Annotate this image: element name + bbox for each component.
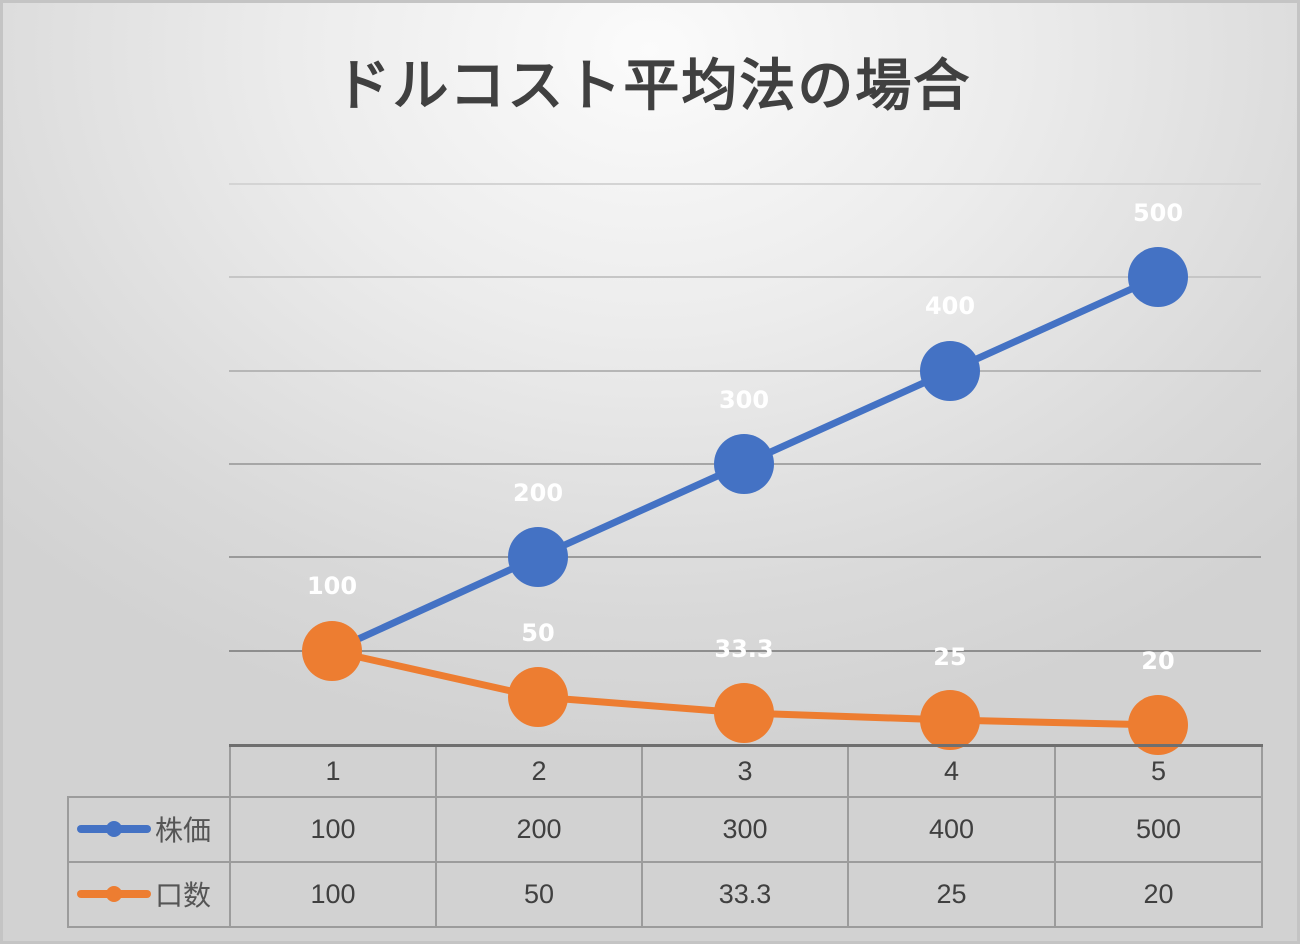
series-stock-price (330, 247, 1188, 655)
table-cell: 500 (1054, 795, 1263, 863)
legend-line-marker-icon (77, 886, 151, 902)
table-cell: 25 (847, 860, 1056, 928)
category-label: 5 (1054, 744, 1263, 798)
data-label: 300 (719, 386, 769, 414)
data-labels-units: 50 33.3 25 20 (521, 619, 1174, 675)
plot-area: 100 200 300 400 500 50 33.3 25 20 (229, 183, 1261, 755)
legend-line-marker-icon (77, 821, 151, 837)
category-label: 4 (847, 744, 1056, 798)
data-point[interactable] (920, 341, 980, 401)
chart-title: ドルコスト平均法の場合 (334, 54, 972, 119)
legend-entry-units[interactable]: 口数 (67, 860, 231, 928)
legend-entry-stock-price[interactable]: 株価 (67, 795, 231, 863)
data-label: 50 (521, 619, 554, 647)
data-point[interactable] (302, 621, 362, 681)
data-point[interactable] (1128, 247, 1188, 307)
table-cell: 200 (435, 795, 643, 863)
category-label: 1 (229, 744, 437, 798)
data-labels-stock-price: 100 200 300 400 500 (307, 199, 1183, 600)
data-label: 100 (307, 572, 357, 600)
data-label: 400 (925, 292, 975, 320)
table-corner (68, 746, 230, 797)
data-label: 25 (933, 643, 966, 671)
table-cell: 400 (847, 795, 1056, 863)
data-label: 20 (1141, 647, 1174, 675)
table-cell: 100 (229, 795, 437, 863)
category-label: 3 (641, 744, 849, 798)
data-point[interactable] (508, 527, 568, 587)
table-cell: 33.3 (641, 860, 849, 928)
data-point[interactable] (1128, 695, 1188, 755)
data-label: 500 (1133, 199, 1183, 227)
legend-label: 口数 (155, 880, 212, 911)
data-point[interactable] (714, 683, 774, 743)
table-row-units: 口数 100 50 33.3 25 20 (67, 860, 1263, 928)
data-point[interactable] (508, 667, 568, 727)
data-label: 33.3 (714, 635, 773, 663)
data-point[interactable] (714, 434, 774, 494)
data-table: 1 2 3 4 5 株価 100 200 300 400 500 (67, 744, 1263, 928)
table-row-stock-price: 株価 100 200 300 400 500 (67, 795, 1263, 863)
table-cell: 20 (1054, 860, 1263, 928)
table-cell: 100 (229, 860, 437, 928)
table-cell: 300 (641, 795, 849, 863)
series-units (302, 621, 1188, 755)
gridlines (229, 183, 1261, 652)
legend-label: 株価 (155, 815, 212, 846)
data-label: 200 (513, 479, 563, 507)
data-point[interactable] (920, 690, 980, 750)
category-row: 1 2 3 4 5 (68, 744, 1263, 798)
category-label: 2 (435, 744, 643, 798)
table-cell: 50 (435, 860, 643, 928)
